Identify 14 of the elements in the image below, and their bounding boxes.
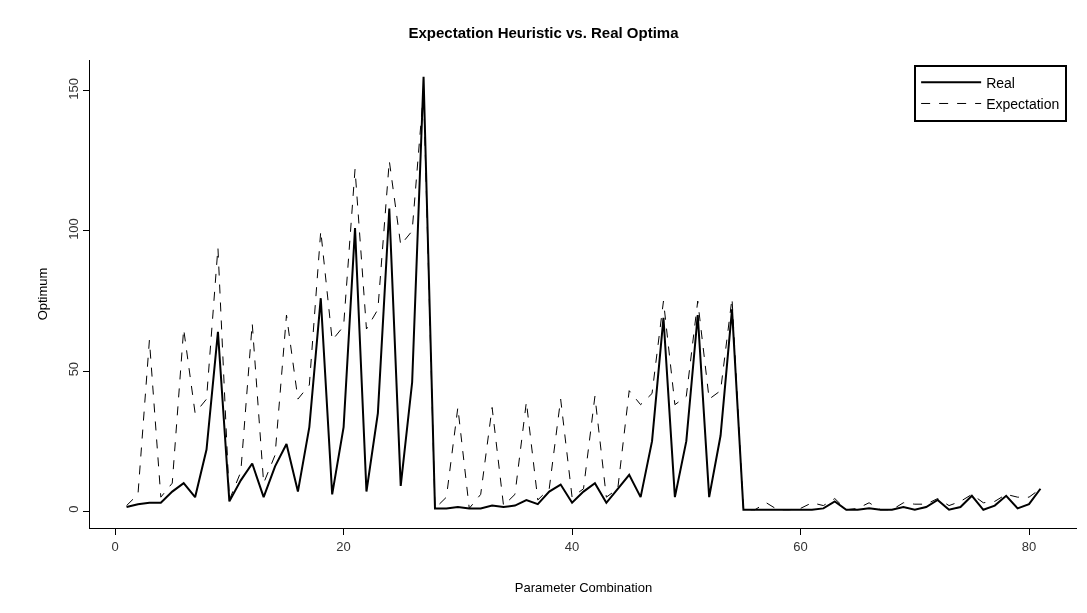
y-tick-label: 0 (65, 505, 81, 513)
chart-title: Expectation Heuristic vs. Real Optima (408, 24, 680, 42)
x-tick-label: 20 (336, 538, 351, 554)
x-axis-title: Parameter Combination (514, 580, 653, 596)
x-tick-label: 60 (793, 538, 808, 554)
y-tick-label: 100 (65, 218, 81, 240)
x-tick-label: 80 (1021, 538, 1037, 554)
y-tick-label: 150 (65, 78, 81, 100)
legend-label: Expectation (986, 95, 1060, 112)
x-tick-label: 0 (111, 538, 119, 554)
y-tick-label: 50 (65, 361, 81, 377)
legend-label: Real (986, 74, 1015, 91)
x-tick-label: 40 (564, 538, 580, 554)
y-axis-title: Optimum (34, 267, 50, 321)
